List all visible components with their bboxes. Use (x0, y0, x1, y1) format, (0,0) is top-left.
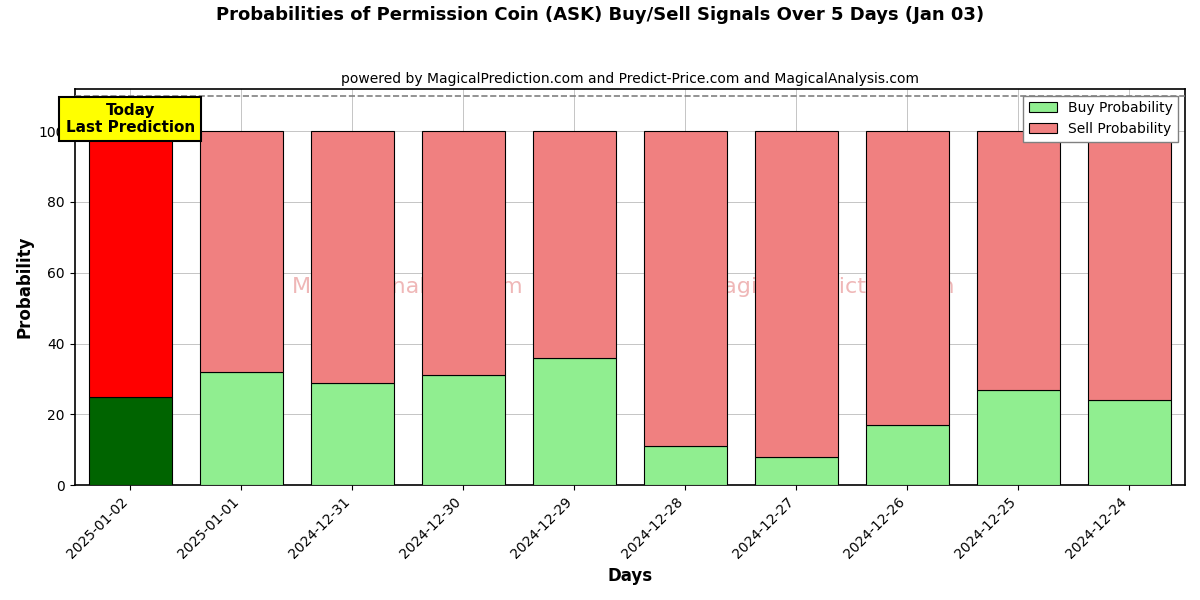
Y-axis label: Probability: Probability (16, 236, 34, 338)
Title: powered by MagicalPrediction.com and Predict-Price.com and MagicalAnalysis.com: powered by MagicalPrediction.com and Pre… (341, 72, 919, 86)
Bar (89, 131, 172, 397)
Bar (1088, 131, 1171, 400)
Legend: Buy Probability, Sell Probability: Buy Probability, Sell Probability (1024, 95, 1178, 142)
Bar (89, 397, 172, 485)
Text: Today
Last Prediction: Today Last Prediction (66, 103, 194, 135)
Bar (643, 446, 727, 485)
Bar (311, 131, 394, 383)
Text: Probabilities of Permission Coin (ASK) Buy/Sell Signals Over 5 Days (Jan 03): Probabilities of Permission Coin (ASK) B… (216, 6, 984, 24)
Bar (533, 358, 616, 485)
Bar (421, 131, 505, 376)
Bar (311, 383, 394, 485)
Text: MagicalAnalysis.com: MagicalAnalysis.com (292, 277, 523, 297)
Bar (1088, 400, 1171, 485)
X-axis label: Days: Days (607, 567, 653, 585)
Bar (755, 131, 838, 457)
Bar (977, 131, 1060, 389)
Bar (199, 372, 283, 485)
Bar (643, 131, 727, 446)
Bar (755, 457, 838, 485)
Bar (421, 376, 505, 485)
Bar (199, 131, 283, 372)
Bar (865, 131, 949, 425)
Bar (533, 131, 616, 358)
Bar (977, 389, 1060, 485)
Bar (865, 425, 949, 485)
Text: MagicalPrediction.com: MagicalPrediction.com (704, 277, 955, 297)
